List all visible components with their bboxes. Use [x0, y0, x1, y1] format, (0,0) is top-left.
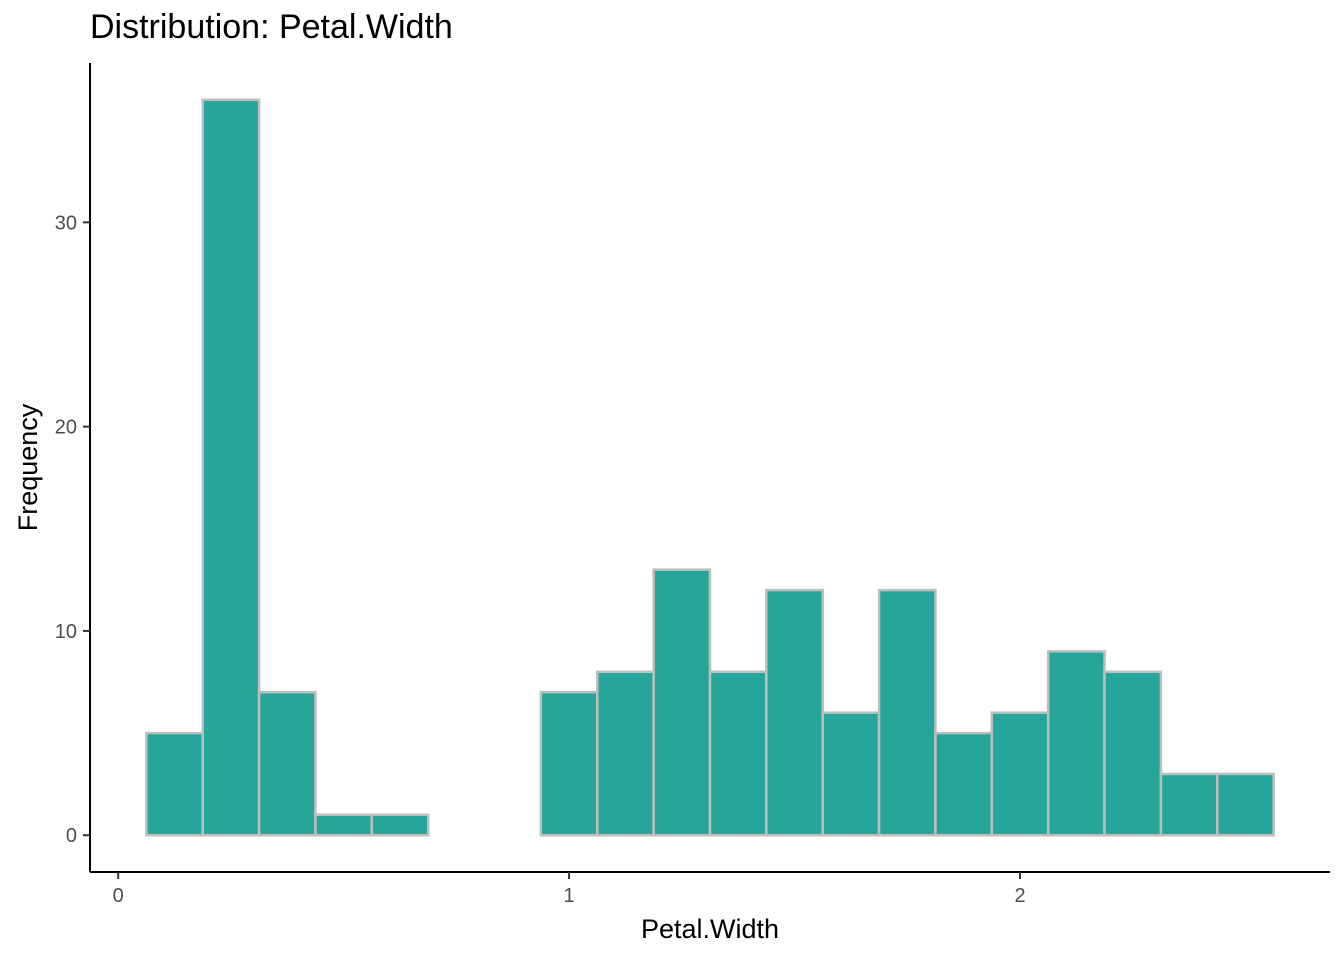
y-axis-title: Frequency — [13, 403, 43, 531]
histogram-bar-2 — [201, 98, 261, 837]
y-tick-label-30: 30 — [55, 212, 77, 234]
histogram-bar-16 — [990, 711, 1050, 837]
chart-title: Distribution: Petal.Width — [90, 8, 453, 46]
axes-group — [89, 63, 1330, 873]
histogram-bar-12 — [765, 588, 824, 837]
histogram-bar-19 — [1159, 772, 1219, 837]
histogram-bar-15 — [934, 731, 994, 837]
x-axis-title: Petal.Width — [641, 914, 779, 944]
x-tick-label-1: 1 — [564, 885, 575, 907]
x-tick-label-0: 0 — [113, 885, 124, 907]
y-ticks: 0 10 20 30 — [55, 212, 90, 847]
histogram-bar-4 — [314, 813, 374, 837]
histogram-bar-18 — [1103, 670, 1163, 837]
histogram-bar-9 — [596, 670, 655, 837]
histogram-bar-3 — [257, 690, 317, 837]
bars-group — [145, 98, 1275, 837]
y-tick-label-0: 0 — [66, 825, 77, 847]
x-tick-label-2: 2 — [1014, 885, 1025, 907]
y-tick-label-10: 10 — [55, 621, 77, 643]
histogram-bar-10 — [652, 568, 712, 837]
x-ticks: 0 1 2 — [113, 872, 1026, 907]
histogram-bar-17 — [1046, 650, 1106, 837]
histogram-bar-13 — [821, 711, 881, 837]
histogram-bar-5 — [370, 813, 430, 837]
histogram-bar-11 — [708, 670, 768, 837]
histogram-bar-8 — [539, 690, 599, 837]
histogram-bar-14 — [877, 588, 937, 837]
y-tick-label-20: 20 — [55, 417, 77, 439]
histogram-bar-1 — [145, 731, 204, 837]
histogram-bar-20 — [1216, 772, 1275, 837]
